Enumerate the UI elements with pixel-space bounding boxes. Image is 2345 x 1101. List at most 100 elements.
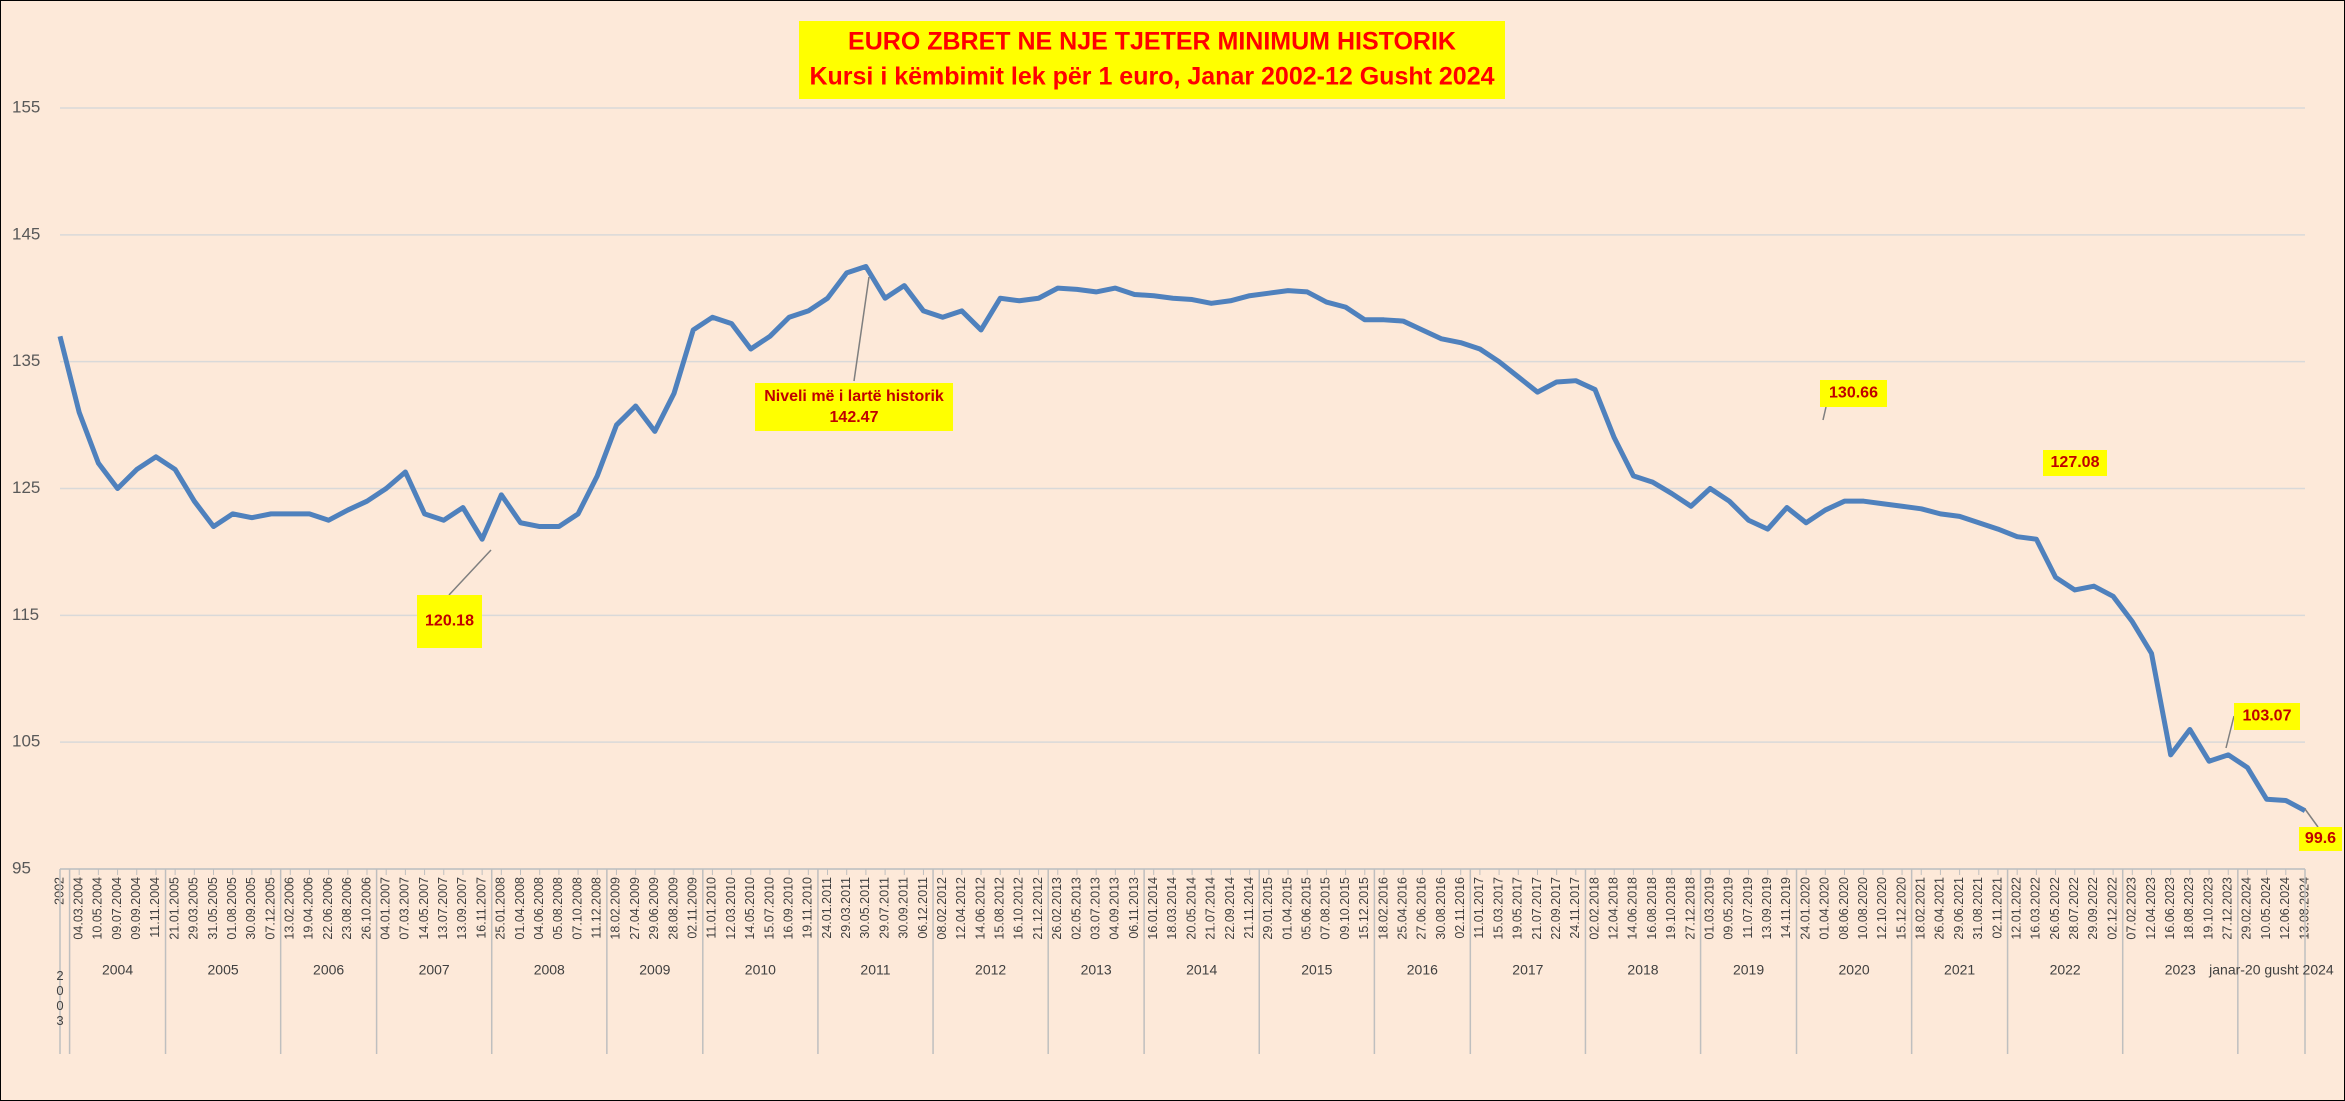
- x-tick-label: 04.06.2008: [532, 877, 546, 940]
- y-tick-label: 115: [12, 605, 39, 624]
- annotation-text: Niveli më i lartë historik: [764, 388, 944, 405]
- x-tick-label: 16.11.2007: [474, 877, 488, 939]
- x-tick-label: 12.01.2022: [2009, 877, 2023, 940]
- x-tick-label: 03.07.2013: [1088, 877, 1102, 940]
- series-line: [57, 264, 2307, 813]
- annotation-connector: [853, 276, 870, 382]
- year-label: 2007: [419, 962, 450, 978]
- annotation-connector: [1822, 406, 1827, 421]
- annotation-value: 130.66: [1829, 385, 1878, 402]
- annotation-box: [2043, 450, 2107, 476]
- x-tick-label: 26.04.2021: [1933, 877, 1947, 940]
- x-tick-label: 27.04.2009: [628, 877, 642, 940]
- x-tick-label: 19.11.2010: [801, 877, 815, 939]
- chart-title: EURO ZBRET NE NJE TJETER MINIMUM HISTORI…: [848, 28, 1456, 56]
- year-label: 2012: [975, 962, 1006, 978]
- x-tick-label: 18.02.2016: [1376, 877, 1390, 940]
- annotation-value: 127.08: [2051, 454, 2100, 471]
- year-label: 2008: [534, 962, 565, 978]
- x-tick-label: 16.10.2012: [1012, 877, 1026, 940]
- x-tick-label: 29.06.2009: [647, 877, 661, 940]
- x-tick-label: 04.03.2004: [71, 877, 85, 940]
- x-tick-label: 01.04.2008: [513, 877, 527, 940]
- x-tick-label: 08.02.2012: [935, 877, 949, 940]
- x-tick-label: 23.08.2006: [340, 877, 354, 940]
- x-tick-label: 10.05.2004: [91, 877, 105, 940]
- x-tick-label: 07.02.2023: [2125, 877, 2139, 940]
- x-tick-label: 30.09.2005: [244, 877, 258, 940]
- x-tick-label: 13.09.2019: [1760, 877, 1774, 940]
- x-tick-label: 16.03.2022: [2029, 877, 2043, 940]
- year-label: 2013: [1081, 962, 1112, 978]
- x-tick-label: 22.09.2017: [1549, 877, 1563, 940]
- x-tick-label: 20.05.2014: [1184, 877, 1198, 940]
- x-tick-label: 24.11.2017: [1568, 877, 1582, 939]
- year-label: 2005: [208, 962, 239, 978]
- x-tick-label: 08.06.2020: [1837, 877, 1851, 940]
- x-tick-label: 02.12.2022: [2105, 877, 2119, 940]
- annotation-box: [2299, 827, 2342, 851]
- year-label: 2015: [1301, 962, 1332, 978]
- x-tick-label: 27.12.2018: [1683, 877, 1697, 940]
- year-label: 2016: [1407, 962, 1438, 978]
- x-tick-label: 12.10.2020: [1875, 877, 1889, 940]
- x-tick-label: 21.01.2005: [167, 877, 181, 940]
- x-tick-label: 25.04.2016: [1395, 877, 1409, 940]
- year-label: 2011: [860, 962, 890, 978]
- x-tick-label: 29.03.2005: [187, 877, 201, 940]
- x-tick-label: 02.02.2018: [1587, 877, 1601, 940]
- x-tick-label: 02.11.2021: [1990, 877, 2004, 939]
- year-label: 2003: [53, 968, 68, 1028]
- y-tick-label: 135: [12, 351, 40, 370]
- x-tick-label: 19.10.2018: [1664, 877, 1678, 940]
- x-tick-label: 07.10.2008: [570, 877, 584, 940]
- x-tick-label: 30.09.2011: [897, 877, 911, 939]
- x-tick-label: 11.11.2004: [148, 877, 162, 938]
- x-tick-label: 21.07.2017: [1530, 877, 1544, 940]
- y-tick-label: 105: [12, 732, 40, 751]
- annotation-connector: [2304, 808, 2319, 828]
- x-tick-label: 29.09.2022: [2086, 877, 2100, 940]
- x-tick-label: 12.06.2024: [2278, 877, 2292, 940]
- x-tick-label: 16.09.2010: [781, 877, 795, 940]
- y-tick-label: 95: [12, 858, 31, 877]
- x-tick-label: 18.08.2023: [2182, 877, 2196, 940]
- x-tick-label: 11.01.2010: [705, 877, 719, 939]
- x-tick-label: 26.10.2006: [359, 877, 373, 940]
- x-tick-label: 04.01.2007: [378, 877, 392, 940]
- x-tick-label: 02.11.2009: [686, 877, 700, 939]
- year-label: 2006: [313, 962, 344, 978]
- x-tick-label: 05.08.2008: [551, 877, 565, 940]
- x-tick-label: 01.04.2020: [1818, 877, 1832, 940]
- x-tick-label: 30.08.2016: [1434, 877, 1448, 940]
- x-tick-label: 26.05.2022: [2048, 877, 2062, 940]
- x-tick-label: 25.01.2008: [494, 877, 508, 940]
- x-tick-label: 30.05.2011: [858, 877, 872, 939]
- x-tick-label: 29.07.2011: [877, 877, 891, 939]
- y-tick-label: 125: [12, 478, 40, 497]
- year-label: 2019: [1733, 962, 1764, 978]
- x-tick-label: 11.07.2019: [1741, 877, 1755, 939]
- year-label: 2010: [745, 962, 776, 978]
- year-label: janar-20 gusht 2024: [2208, 962, 2334, 978]
- annotation-box: [1820, 380, 1887, 407]
- x-tick-label: 22.09.2014: [1223, 877, 1237, 940]
- x-tick-label: 16.01.2014: [1146, 877, 1160, 940]
- year-label: 2020: [1839, 962, 1870, 978]
- x-tick-label: 27.06.2016: [1415, 877, 1429, 940]
- x-tick-label: 18.03.2014: [1165, 877, 1179, 940]
- x-tick-label: 19.10.2023: [2201, 877, 2215, 940]
- x-tick-label: 07.08.2015: [1319, 877, 1333, 940]
- x-tick-label: 14.11.2019: [1779, 877, 1793, 939]
- x-tick-label: 04.09.2013: [1108, 877, 1122, 940]
- x-tick-label: 09.07.2004: [110, 877, 124, 940]
- annotation-box: [755, 383, 953, 431]
- x-tick-label: 24.01.2011: [820, 877, 834, 939]
- x-tick-label: 15.03.2017: [1491, 877, 1505, 940]
- year-label: 2009: [639, 962, 670, 978]
- annotation-connector: [448, 549, 492, 596]
- x-tick-label: 29.01.2015: [1261, 877, 1275, 940]
- year-label: 2004: [102, 962, 133, 978]
